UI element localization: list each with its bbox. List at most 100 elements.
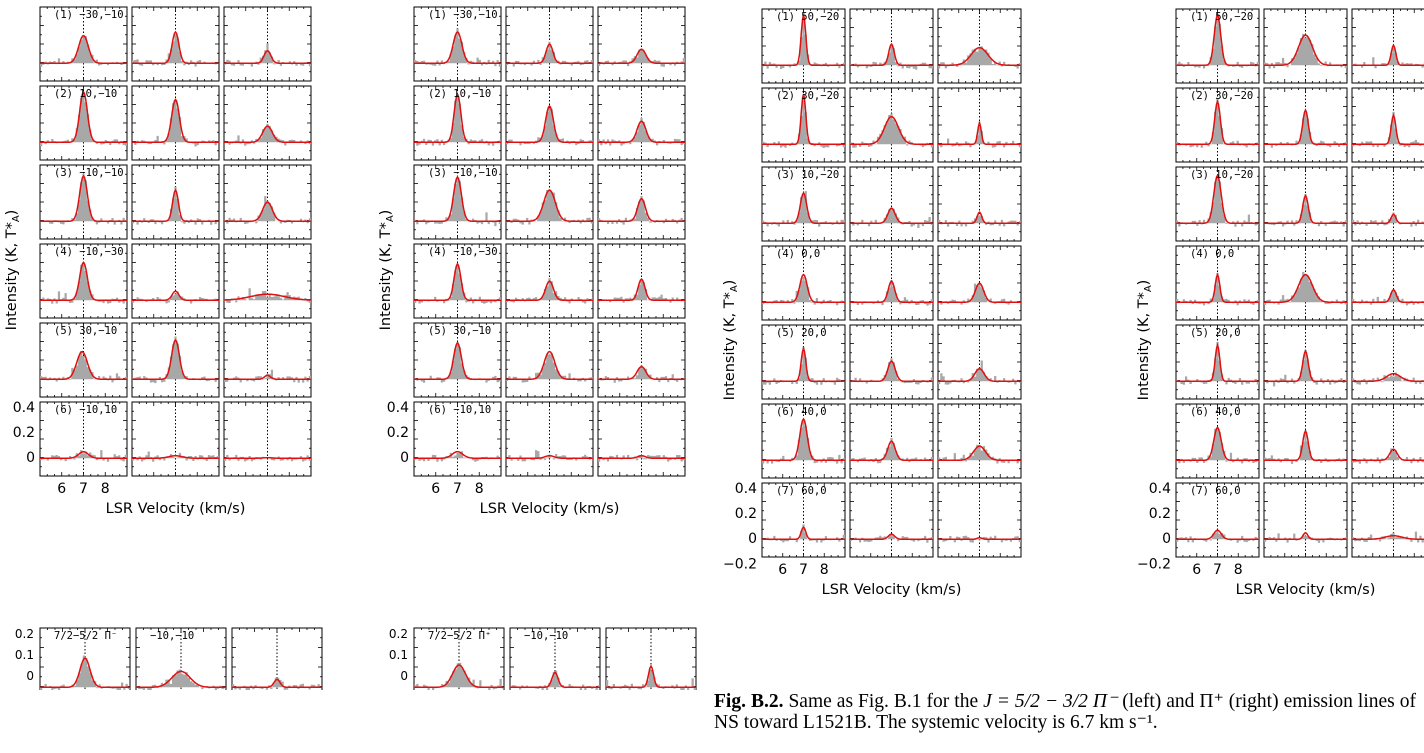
spectrum-panel [223, 401, 312, 477]
panel-frame [1351, 482, 1424, 558]
position-label: (1) 50,−20 [1190, 11, 1253, 23]
spectrum-panel: (6) −10,10 [413, 401, 502, 477]
observed-spectrum [132, 34, 219, 67]
position-label: (4) 0,0 [1190, 248, 1234, 260]
observed-spectrum [1176, 13, 1259, 69]
observed-spectrum [938, 444, 1021, 464]
y-tick-label: 0.1 [389, 648, 408, 662]
gaussian-fit [414, 341, 501, 380]
gaussian-fit [1352, 372, 1424, 382]
gaussian-fit [938, 120, 1021, 145]
spectrum-panel [1351, 87, 1424, 163]
panel-frame [937, 482, 1022, 558]
spectrum-panel [131, 6, 220, 82]
gaussian-fit [938, 367, 1021, 382]
position-label: (6) −10,10 [54, 404, 117, 416]
caption-label: Fig. B.2. [714, 691, 784, 712]
observed-spectrum [850, 358, 933, 385]
gaussian-fit [1264, 531, 1347, 540]
gaussian-fit [938, 536, 1021, 540]
gaussian-fit [1352, 213, 1424, 224]
spectrum-panel [1263, 324, 1348, 400]
spectrum-panel [849, 166, 934, 242]
observed-spectrum [1264, 430, 1347, 464]
observed-spectrum [40, 93, 127, 147]
gaussian-fit [506, 104, 593, 143]
spectrum-panel [937, 245, 1022, 321]
observed-spectrum [132, 336, 219, 384]
position-label: (5) 20,0 [1190, 327, 1241, 339]
x-axis-label: LSR Velocity (km/s) [480, 501, 620, 517]
gaussian-fit [938, 46, 1021, 66]
gaussian-fit [850, 360, 933, 382]
observed-spectrum [414, 263, 501, 304]
figure-caption: Fig. B.2. Same as Fig. B.1 for the J = 5… [714, 691, 1416, 733]
panel-frame [223, 85, 312, 161]
observed-spectrum [1264, 533, 1347, 543]
gaussian-fit [762, 191, 845, 224]
spectrum-panel: (1) 50,−20 [1175, 8, 1260, 84]
y-tick-label: 0.2 [13, 425, 35, 441]
spectrum-panel: (5) 30,−10 [413, 322, 502, 398]
spectrum-panel: (5) 20,0 [1175, 324, 1260, 400]
spectrum-panel: (4) −10,−30 [413, 243, 502, 319]
spectrum-panel [605, 627, 697, 690]
y-tick-label: 0.4 [387, 400, 409, 416]
x-tick-label: 8 [475, 481, 484, 497]
position-label: (4) −10,−30 [428, 246, 498, 258]
spectrum-panel [1351, 403, 1424, 479]
panel-frame [1351, 166, 1424, 242]
gaussian-fit [132, 98, 219, 143]
spectrum-panel: (1) −30,−10 [413, 6, 502, 82]
spectrum-panel: (3) 10,−20 [1175, 166, 1260, 242]
gaussian-fit [1264, 349, 1347, 382]
y-tick-label: 0 [26, 669, 34, 683]
caption-formula: J = 5/2 − 3/2 Π⁻ [983, 691, 1118, 712]
position-label: (3) −10,−10 [54, 167, 124, 179]
gaussian-fit [1352, 288, 1424, 303]
position-label: (6) 40,0 [776, 406, 827, 418]
gaussian-fit [1352, 112, 1424, 145]
y-tick-label: 0.2 [735, 506, 757, 522]
spectrum-panel [849, 324, 934, 400]
spectrum-panel: (6) 40,0 [1175, 403, 1260, 479]
gaussian-fit [414, 92, 501, 143]
spectrum-panel [131, 322, 220, 398]
gaussian-fit [938, 211, 1021, 224]
spectrum-panel: (3) −10,−10 [39, 164, 128, 240]
spectrum-panel: (5) 30,−10 [39, 322, 128, 398]
gaussian-fit [40, 350, 127, 380]
gaussian-fit [598, 454, 685, 459]
position-label: (1) 50,−20 [776, 11, 839, 23]
observed-spectrum [506, 190, 593, 225]
observed-spectrum [1176, 342, 1259, 385]
observed-spectrum [40, 655, 130, 690]
observed-spectrum [414, 178, 501, 227]
y-tick-label: 0 [1162, 531, 1171, 547]
y-axis-label: Intensity (K, T*A) [722, 280, 740, 401]
gaussian-fit [132, 30, 219, 64]
figure-canvas: (1) −30,−10 (2) 10,−10 (3) −10,−10 (4) −10,… [4, 6, 1424, 690]
position-label: (7) 60,0 [776, 485, 827, 497]
y-tick-label: 0 [26, 450, 35, 466]
spectrum-panel [505, 85, 594, 161]
observed-spectrum [1176, 427, 1259, 464]
gaussian-fit [938, 282, 1021, 303]
gaussian-fit [224, 456, 311, 459]
spectrum-panel [505, 322, 594, 398]
gaussian-fit [598, 365, 685, 380]
observed-spectrum [762, 95, 845, 148]
spectrum-panel: (2) 10,−10 [39, 85, 128, 161]
panel-frame [1351, 245, 1424, 321]
spectrum-panel [849, 8, 934, 84]
caption-text-1: Same as Fig. B.1 for the [783, 691, 984, 712]
position-label: (2) 10,−10 [54, 88, 117, 100]
spectrum-panel [231, 627, 323, 690]
observed-spectrum [938, 283, 1021, 305]
observed-spectrum [224, 123, 311, 146]
position-label: −10,−10 [524, 630, 568, 642]
gaussian-fit [132, 188, 219, 222]
spectrum-panel: (1) 50,−20 [761, 8, 846, 84]
observed-spectrum [40, 351, 127, 383]
observed-spectrum [414, 341, 501, 383]
